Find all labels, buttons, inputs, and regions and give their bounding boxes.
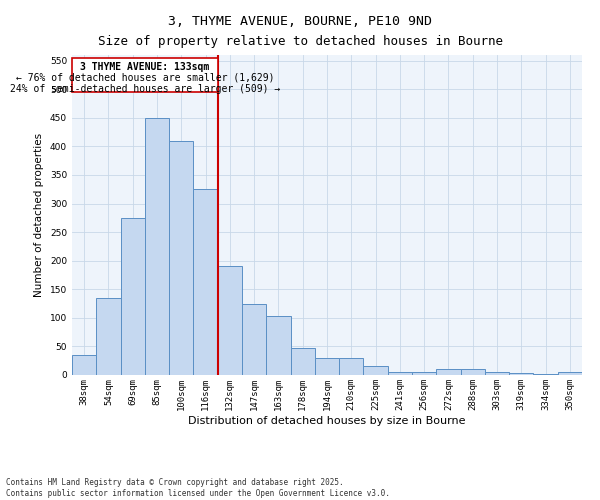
Text: 3 THYME AVENUE: 133sqm: 3 THYME AVENUE: 133sqm <box>80 62 209 72</box>
Bar <box>218 266 242 375</box>
Bar <box>96 298 121 375</box>
Text: 24% of semi-detached houses are larger (509) →: 24% of semi-detached houses are larger (… <box>10 84 280 94</box>
Bar <box>242 304 266 375</box>
Bar <box>412 372 436 375</box>
Bar <box>364 366 388 375</box>
Bar <box>509 374 533 375</box>
Bar <box>339 358 364 375</box>
Bar <box>72 355 96 375</box>
Bar <box>290 348 315 375</box>
Y-axis label: Number of detached properties: Number of detached properties <box>34 133 44 297</box>
FancyBboxPatch shape <box>72 58 218 92</box>
Bar <box>266 316 290 375</box>
Bar <box>315 358 339 375</box>
Bar <box>533 374 558 375</box>
Bar <box>436 370 461 375</box>
Text: Contains HM Land Registry data © Crown copyright and database right 2025.
Contai: Contains HM Land Registry data © Crown c… <box>6 478 390 498</box>
Bar <box>193 190 218 375</box>
Bar <box>558 372 582 375</box>
Bar <box>145 118 169 375</box>
Bar <box>388 372 412 375</box>
Bar <box>485 372 509 375</box>
Text: ← 76% of detached houses are smaller (1,629): ← 76% of detached houses are smaller (1,… <box>16 72 274 83</box>
Bar <box>121 218 145 375</box>
Text: 3, THYME AVENUE, BOURNE, PE10 9ND: 3, THYME AVENUE, BOURNE, PE10 9ND <box>168 15 432 28</box>
Text: Size of property relative to detached houses in Bourne: Size of property relative to detached ho… <box>97 35 503 48</box>
Bar <box>169 140 193 375</box>
X-axis label: Distribution of detached houses by size in Bourne: Distribution of detached houses by size … <box>188 416 466 426</box>
Bar <box>461 370 485 375</box>
